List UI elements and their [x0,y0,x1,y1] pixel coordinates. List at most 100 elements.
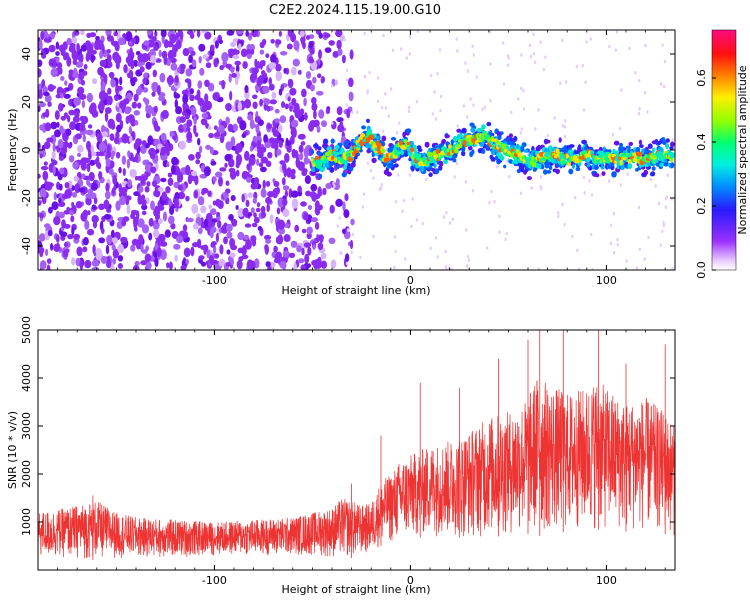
heatmap-cell [69,121,77,131]
heatmap-cell [137,53,145,63]
heatmap-cell [228,214,234,221]
heatmap-cell [318,32,323,39]
heatmap-cell [103,199,110,210]
heatmap-cell [666,173,669,177]
heatmap-cell [121,218,127,227]
heatmap-cell [620,88,623,92]
heatmap-cell [297,69,302,75]
figure-title: C2E2.2024.115.19.00.G10 [269,3,441,18]
heatmap-cell [331,84,334,88]
heatmap-cell [394,200,398,204]
heatmap-cell [590,232,593,237]
heatmap-cell [144,186,150,193]
heatmap-cell [425,177,428,182]
heatmap-cell [56,121,60,128]
heatmap-cell [91,182,98,191]
heatmap-cell [247,32,253,41]
heatmap-cell [158,95,166,102]
heatmap-cell [226,30,235,36]
heatmap-cell [210,241,217,246]
heatmap-cell [341,54,346,64]
heatmap-cell [195,151,201,160]
heatmap-cell [349,49,354,60]
heatmap-cell [342,201,346,212]
heatmap-cell [284,103,289,110]
heatmap-cell [542,67,546,72]
heatmap-cell [545,139,551,144]
heatmap-cell [160,30,167,38]
heatmap-cell [222,61,227,67]
heatmap-cell [670,141,675,148]
heatmap-cell [132,264,140,270]
heatmap-cell [236,259,243,270]
heatmap-cell [366,161,370,166]
heatmap-cell [154,125,161,132]
heatmap-cell [486,121,492,127]
heatmap-cell [307,263,311,268]
heatmap-cell [219,167,227,172]
heatmap-cell [98,237,106,244]
heatmap-axes: -100 0 100 -40 -20 0 20 40 [20,30,675,287]
colorbar: 0.0 0.2 0.4 0.6 Normalized spectral amplitu… [695,29,749,279]
heatmap-cell [247,192,253,199]
heatmap-cell [225,188,231,194]
heatmap-cell [146,181,151,187]
heatmap-cell [439,160,444,167]
heatmap-cell [657,201,661,206]
heatmap-cell [123,64,128,74]
heatmap-cell [52,58,57,68]
heatmap-cell [440,94,443,99]
heatmap-cell [342,228,346,235]
heatmap-cell [286,167,292,178]
heatmap-cell [111,187,116,195]
heatmap-cell [77,86,85,95]
heatmap-cell [593,164,599,170]
heatmap-cell [331,121,334,125]
heatmap-cell [104,111,109,122]
heatmap-cell [135,138,142,147]
heatmap-cell [286,145,292,153]
heatmap-y-axis-label: Frequency (Hz) [6,109,19,192]
heatmap-cell [261,38,267,46]
heatmap-cell [43,141,51,150]
heatmap-cell [345,68,349,73]
heatmap-cell [641,165,646,170]
heatmap-cell [635,266,639,270]
heatmap-cell [316,90,324,96]
heatmap-cell [95,247,102,256]
heatmap-cell [407,109,411,114]
heatmap-cell [49,85,56,90]
heatmap-cell [643,91,647,95]
heatmap-cell [160,112,167,118]
heatmap-cell [112,51,120,62]
heatmap-cell [230,66,235,73]
heatmap-cell [146,30,152,36]
heatmap-cell [248,156,256,166]
heatmap-cell [183,247,191,258]
heatmap-cell [265,196,272,205]
heatmap-cell [38,102,46,108]
heatmap-cell [208,204,212,210]
heatmap-cell [384,92,387,96]
heatmap-cell [239,120,247,131]
heatmap-cell [291,66,297,76]
heatmap-cell [39,124,44,131]
heatmap-cell [147,39,155,48]
heatmap-cell [98,171,103,180]
heatmap-cell [281,177,286,186]
heatmap-cell [339,251,342,255]
heatmap-cell [506,63,510,67]
heatmap-cell [466,254,470,259]
heatmap-cell [209,208,217,215]
heatmap-cell [375,136,380,140]
heatmap-cell [488,200,491,205]
heatmap-cell [586,161,591,168]
heatmap-cell [520,145,525,152]
heatmap-cell [120,236,128,243]
heatmap-cell [303,147,310,158]
heatmap-cell [613,250,616,255]
heatmap-cell [553,116,556,120]
heatmap-cell [47,229,53,237]
heatmap-cell [232,221,237,227]
heatmap-cell [108,168,114,175]
